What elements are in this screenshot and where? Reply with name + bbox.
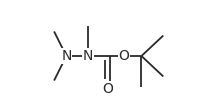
Text: N: N <box>83 49 93 63</box>
Text: N: N <box>61 49 71 63</box>
Text: O: O <box>118 49 129 63</box>
Text: O: O <box>102 82 113 96</box>
